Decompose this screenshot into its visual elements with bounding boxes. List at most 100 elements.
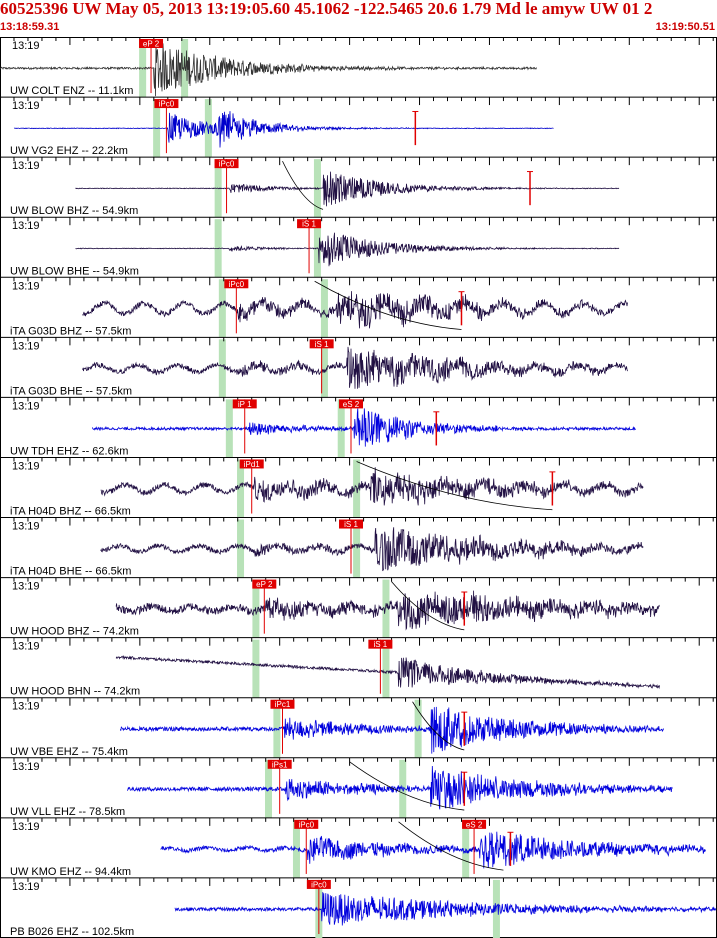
phase-pick-2-label: eS 2 <box>466 820 483 829</box>
trace-label: UW KMO EHZ -- 94.4km <box>10 866 131 878</box>
trace-label: UW HOOD BHN -- 74.2km <box>10 686 140 698</box>
phase-pick-label: iS 1 <box>302 220 316 229</box>
phase-pick-flag <box>297 219 322 229</box>
arrival-curve <box>282 160 324 210</box>
plot-header: 60525396 UW May 05, 2013 13:19:05.60 45.… <box>0 0 717 37</box>
waveform <box>0 41 537 97</box>
time-tick-label: 13:19 <box>12 40 40 52</box>
phase-pick-label: iS 1 <box>373 640 387 649</box>
phase-pick-flag <box>306 879 331 889</box>
phase-pick-2-flag <box>339 399 364 409</box>
arrival-curve <box>398 821 504 871</box>
phase-pick-flag <box>239 459 264 469</box>
predicted-s-band <box>320 339 328 398</box>
p-arrival-band <box>218 339 226 398</box>
trace-label: UW COLT ENZ -- 11.1km <box>10 85 133 97</box>
waveform <box>82 346 628 389</box>
trace-label: iTA G03D BHE -- 57.5km <box>10 385 132 397</box>
trace-label: UW BLOW BHE -- 54.9km <box>10 265 139 277</box>
time-tick-label: 13:19 <box>12 460 40 472</box>
phase-pick-label: eP 2 <box>143 40 160 49</box>
phase-pick-flag <box>154 99 179 109</box>
time-tick-label: 13:19 <box>12 581 40 593</box>
phase-pick-flag <box>368 639 393 649</box>
phase-pick-label: iPc0 <box>159 100 175 109</box>
phase-pick-label: iPd1 <box>244 460 261 469</box>
phase-pick-label: iS 1 <box>344 520 358 529</box>
trace-label: iTA H04D BHZ -- 66.5km <box>10 506 131 518</box>
trace-label: iTA H04D BHE -- 66.5km <box>10 566 131 578</box>
phase-pick-flag <box>294 819 319 829</box>
phase-pick-flag <box>267 759 292 769</box>
predicted-s-band <box>320 279 328 338</box>
waveform <box>160 831 706 869</box>
time-tick-label: 13:19 <box>12 340 40 352</box>
trace-label: PB B026 EHZ -- 102.5km <box>10 926 134 938</box>
seismogram-panel: 13:19 eP 2 UW COLT ENZ -- 11.1km 13:19 iPc0 U… <box>0 37 717 938</box>
waveform <box>75 171 620 207</box>
event-title: 60525396 UW May 05, 2013 13:19:05.60 45.… <box>0 0 653 18</box>
waveform <box>119 706 665 754</box>
predicted-s-band <box>382 579 390 638</box>
waveform <box>82 291 628 329</box>
phase-pick-flag <box>232 399 257 409</box>
phase-pick-flag <box>252 579 277 589</box>
trace-label: UW VBE EHZ -- 75.4km <box>10 746 128 758</box>
phase-pick-2-label: eS 2 <box>343 400 360 409</box>
p-arrival-band <box>237 519 245 578</box>
end-time: 13:19:50.51 <box>655 21 715 33</box>
predicted-s-band <box>204 99 212 158</box>
time-tick-label: 13:19 <box>12 100 40 112</box>
phase-pick-label: iPc1 <box>275 700 291 709</box>
predicted-s-band <box>382 639 390 698</box>
time-tick-label: 13:19 <box>12 400 40 412</box>
start-time: 13:18:59.31 <box>0 21 60 33</box>
phase-pick-label: iPc0 <box>298 820 314 829</box>
phase-pick-flag <box>339 519 364 529</box>
phase-pick-label: iS 1 <box>315 340 329 349</box>
predicted-s-band <box>353 519 361 578</box>
time-tick-label: 13:19 <box>12 220 40 232</box>
p-arrival-band <box>273 699 281 758</box>
phase-pick-flag <box>270 699 295 709</box>
arrival-curve <box>349 761 465 811</box>
trace-label: UW HOOD BHZ -- 74.2km <box>10 626 139 638</box>
waveform <box>100 467 644 506</box>
waveform <box>126 765 673 810</box>
arrival-curve <box>356 461 553 511</box>
phase-pick-label: iPc0 <box>219 160 235 169</box>
phase-pick-flag <box>309 339 334 349</box>
trace-label: UW VG2 EHZ -- 22.2km <box>10 145 128 157</box>
seismogram-chart: 13:19 eP 2 UW COLT ENZ -- 11.1km 13:19 iPc0 U… <box>0 37 717 938</box>
predicted-s-band <box>414 699 422 758</box>
time-tick-label: 13:19 <box>12 280 40 292</box>
phase-pick-label: iP 1 <box>238 400 252 409</box>
trace-label: UW TDH EHZ -- 62.6km <box>10 445 128 457</box>
phase-pick-flag <box>214 159 239 169</box>
waveform <box>115 655 660 690</box>
p-arrival-band <box>153 99 161 158</box>
trace-label: UW VLL EHZ -- 78.5km <box>10 806 125 818</box>
time-tick-label: 13:19 <box>12 701 40 713</box>
phase-pick-flag <box>224 279 249 289</box>
trace-label: UW BLOW BHZ -- 54.9km <box>10 205 138 217</box>
trace-label: iTA G03D BHZ -- 57.5km <box>10 325 131 337</box>
phase-pick-2-flag <box>462 819 487 829</box>
time-tick-label: 13:19 <box>12 821 40 833</box>
phase-pick-label: eP 2 <box>256 580 273 589</box>
waveform <box>75 232 620 267</box>
p-arrival-band <box>237 459 245 518</box>
p-arrival-band <box>218 279 226 338</box>
predicted-s-band <box>181 39 189 98</box>
waveform <box>115 590 660 631</box>
time-tick-label: 13:19 <box>12 761 40 773</box>
phase-pick-label: iPs1 <box>272 760 288 769</box>
waveform <box>174 892 717 926</box>
time-tick-label: 13:19 <box>12 521 40 533</box>
arrival-curve <box>412 701 465 751</box>
phase-pick-label: iPc0 <box>229 280 245 289</box>
p-arrival-band <box>252 639 260 698</box>
time-tick-label: 13:19 <box>12 881 40 893</box>
phase-pick-flag <box>139 39 164 48</box>
time-tick-label: 13:19 <box>12 160 40 172</box>
